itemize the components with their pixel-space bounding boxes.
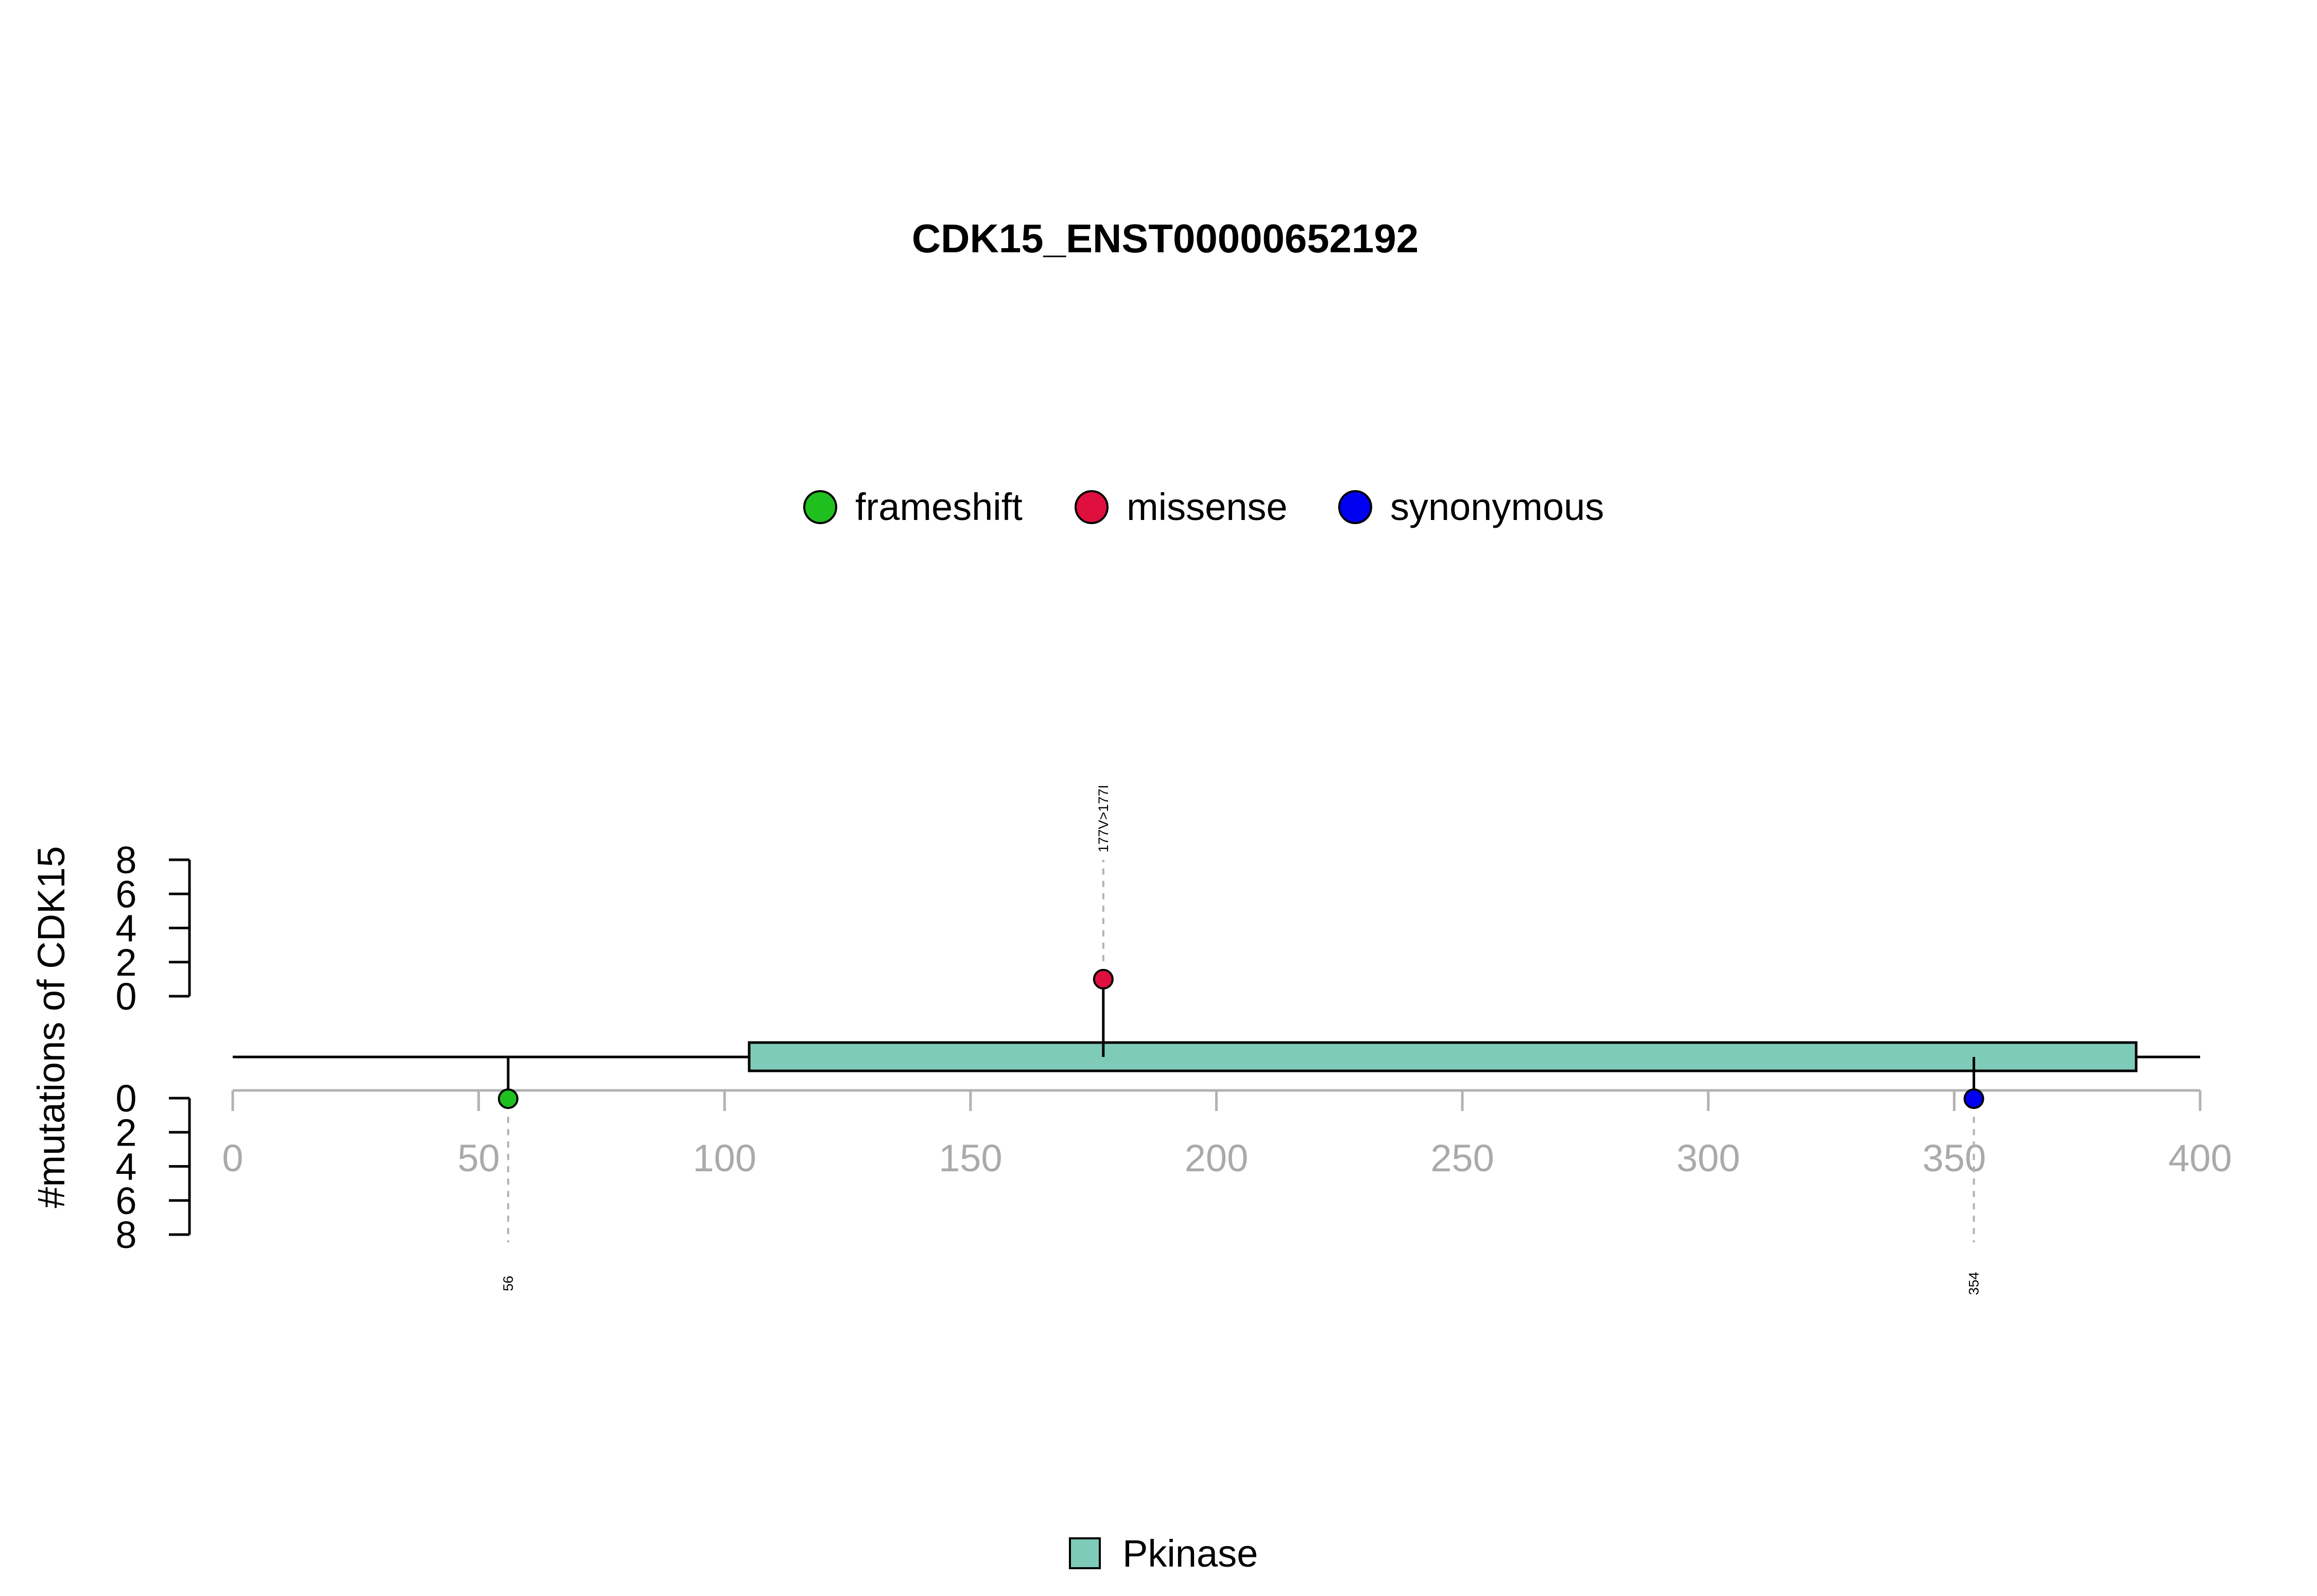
- y-axis-label: #mutations of CDK15: [30, 846, 73, 1208]
- x-tick-label-250: 250: [1430, 1137, 1494, 1179]
- domain-legend-item-Pkinase: Pkinase: [1069, 1532, 1258, 1575]
- y-lower-tick-label-2: 2: [115, 1111, 136, 1154]
- mutation-label: 56: [500, 1276, 516, 1291]
- mutation-354: 354: [1963, 1057, 1984, 1295]
- y-upper-tick-label-6: 6: [115, 873, 136, 915]
- legend-swatch-missense: [1075, 490, 1109, 524]
- chart-title: CDK15_ENST00000652192: [912, 216, 1419, 261]
- legend-swatch-synonymous: [1338, 490, 1372, 524]
- domain-Pkinase: [748, 1041, 2138, 1072]
- y-lower-tick-label-0: 0: [115, 1077, 136, 1120]
- y-lower-tick-label-4: 4: [115, 1146, 136, 1188]
- legend-label-synonymous: synonymous: [1390, 485, 1604, 528]
- mutation-type-legend: frameshift missense synonymous: [803, 485, 1604, 528]
- x-tick-label-50: 50: [457, 1137, 499, 1179]
- legend-label-frameshift: frameshift: [855, 485, 1023, 528]
- domain-legend: Pkinase: [1069, 1532, 1258, 1575]
- y-lower-tick-label-6: 6: [115, 1179, 136, 1222]
- y-upper-tick-label-0: 0: [115, 975, 136, 1018]
- legend-label-missense: missense: [1127, 485, 1288, 528]
- mutation-point-frameshift: [497, 1088, 518, 1109]
- domain-legend-label: Pkinase: [1122, 1532, 1258, 1575]
- x-tick-label-150: 150: [939, 1137, 1002, 1179]
- y-upper-tick-label-4: 4: [115, 907, 136, 950]
- legend-item-synonymous: synonymous: [1338, 485, 1604, 528]
- domain-layer: [748, 1041, 2138, 1072]
- mutation-layer: 56 177V>177I 354: [497, 785, 1984, 1295]
- mutation-56: 56: [497, 1057, 518, 1291]
- legend-swatch-frameshift: [803, 490, 837, 524]
- legend-item-frameshift: frameshift: [803, 485, 1023, 528]
- y-upper-tick-label-8: 8: [115, 839, 136, 881]
- mutation-label: 354: [1966, 1272, 1982, 1295]
- x-tick-label-300: 300: [1676, 1137, 1740, 1179]
- domain-legend-swatch: [1069, 1537, 1101, 1569]
- x-tick-label-0: 0: [222, 1137, 243, 1179]
- y-lower-tick-label-8: 8: [115, 1213, 136, 1256]
- x-tick-label-350: 350: [1923, 1137, 1986, 1179]
- mutation-point-synonymous: [1963, 1088, 1984, 1109]
- x-tick-label-400: 400: [2168, 1137, 2232, 1179]
- mutation-177V>177I: 177V>177I: [1093, 785, 1114, 1057]
- x-tick-label-100: 100: [693, 1137, 756, 1179]
- x-tick-label-200: 200: [1185, 1137, 1248, 1179]
- y-upper-tick-label-2: 2: [115, 941, 136, 984]
- mutation-label: 177V>177I: [1096, 785, 1111, 852]
- x-axis: 0 50 100 150 200 250 300 350 400: [222, 1089, 2232, 1179]
- mutation-point-missense: [1093, 968, 1114, 990]
- legend-item-missense: missense: [1075, 485, 1288, 528]
